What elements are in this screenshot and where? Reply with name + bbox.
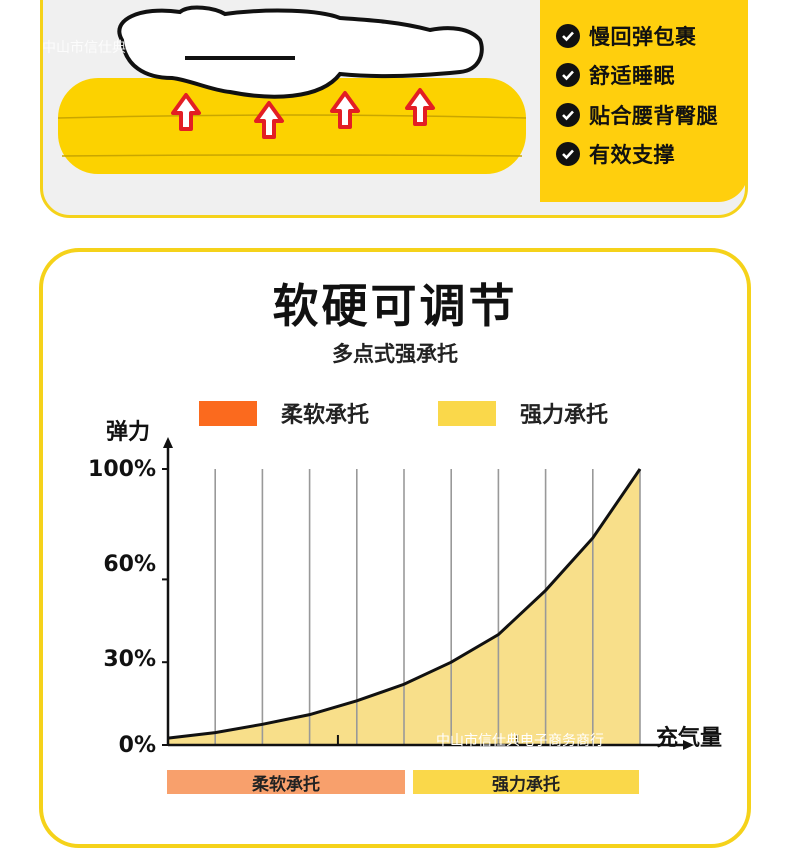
legend-swatch: [199, 400, 257, 426]
zone-label: 强力承托: [492, 774, 560, 795]
check-icon: [556, 63, 580, 88]
chart-plot: [162, 437, 694, 750]
legend-label: 柔软承托: [281, 403, 370, 428]
legend-item-soft: 柔软承托: [199, 397, 369, 429]
chart-subtitle: 多点式强承托: [332, 342, 458, 366]
y-axis-label: 弹力: [106, 420, 151, 445]
feature-item: 慢回弹包裹: [556, 16, 746, 56]
legend-swatch: [438, 400, 496, 426]
series-line: [167, 468, 642, 740]
watermark-text: 中山市信仕典电子商务商行: [42, 40, 210, 56]
zone-soft-bar: 柔软承托: [167, 770, 405, 795]
person-silhouette-icon: [117, 5, 484, 99]
feature-item: 舒适睡眠: [556, 56, 746, 96]
up-arrow-icon: [171, 93, 201, 131]
watermark-text: 中山市信仕典电子商务商行: [436, 733, 604, 749]
feature-label: 有效支撑: [589, 143, 675, 168]
feature-label: 慢回弹包裹: [589, 24, 697, 49]
y-tick-label: 0%: [118, 733, 156, 758]
feature-label: 舒适睡眠: [589, 64, 675, 89]
feature-item: 贴合腰背臀腿: [556, 95, 746, 135]
chart-title: 软硬可调节: [272, 279, 518, 333]
feature-item: 有效支撑: [556, 135, 746, 175]
check-icon: [556, 102, 580, 127]
y-tick-label: 60%: [103, 552, 156, 577]
legend-label: 强力承托: [520, 403, 609, 428]
up-arrow-icon: [405, 88, 435, 126]
legend-item-strong: 强力承托: [438, 397, 608, 429]
area-fill: [168, 469, 640, 745]
mattress-illustration: [57, 5, 527, 174]
feature-label: 贴合腰背臀腿: [589, 103, 718, 128]
check-icon: [556, 23, 580, 48]
x-axis-arrow-icon: [683, 740, 694, 750]
y-tick-label: 100%: [88, 457, 156, 482]
up-arrow-icon: [330, 91, 360, 129]
y-tick-label: 30%: [103, 647, 156, 672]
check-icon: [556, 142, 580, 167]
up-arrow-icon: [254, 101, 284, 139]
x-axis-label: 充气量: [656, 726, 723, 751]
y-axis-arrow-icon: [163, 437, 173, 448]
zone-strong-bar: 强力承托: [413, 770, 639, 795]
zone-label: 柔软承托: [252, 774, 320, 795]
feature-list: 慢回弹包裹 舒适睡眠 贴合腰背臀腿 有效支撑: [556, 16, 746, 174]
